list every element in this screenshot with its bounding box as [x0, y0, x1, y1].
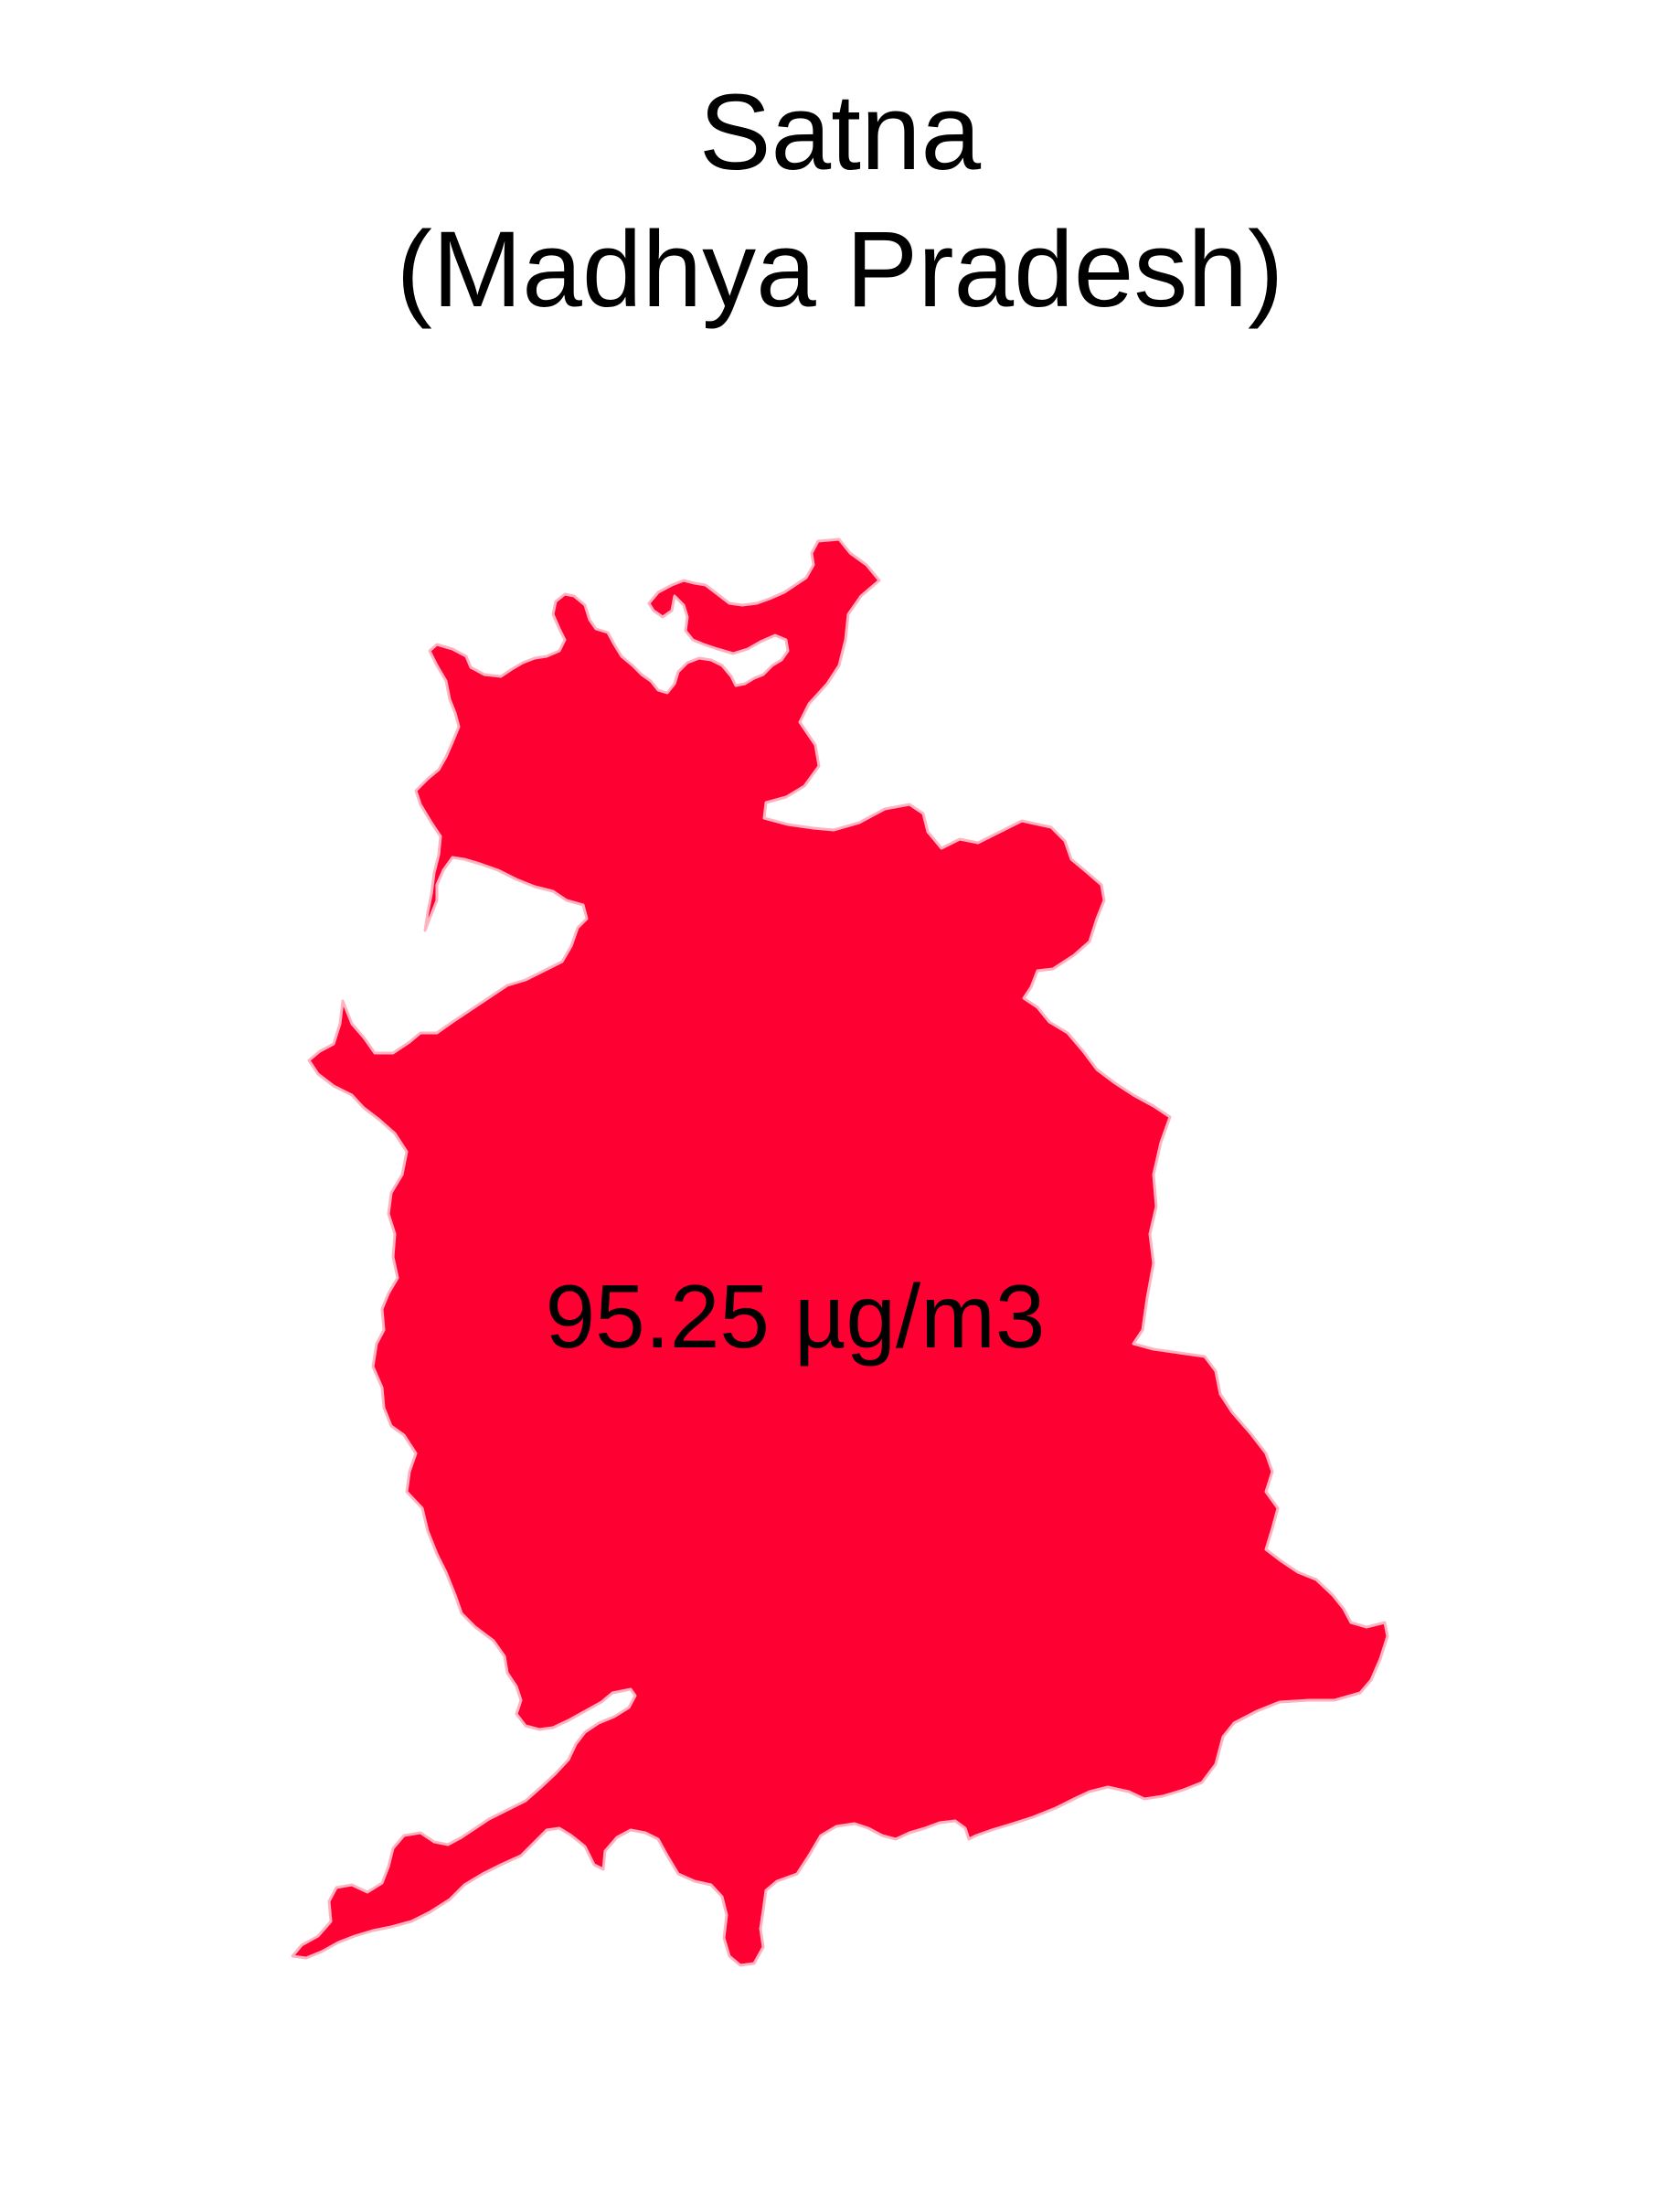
district-title: Satna [698, 72, 982, 193]
map-title: Satna (Madhya Pradesh) [0, 64, 1680, 338]
state-subtitle: (Madhya Pradesh) [396, 209, 1284, 330]
district-shape [291, 537, 1389, 1967]
value-label: 95.25 µg/m3 [545, 1266, 1046, 1367]
